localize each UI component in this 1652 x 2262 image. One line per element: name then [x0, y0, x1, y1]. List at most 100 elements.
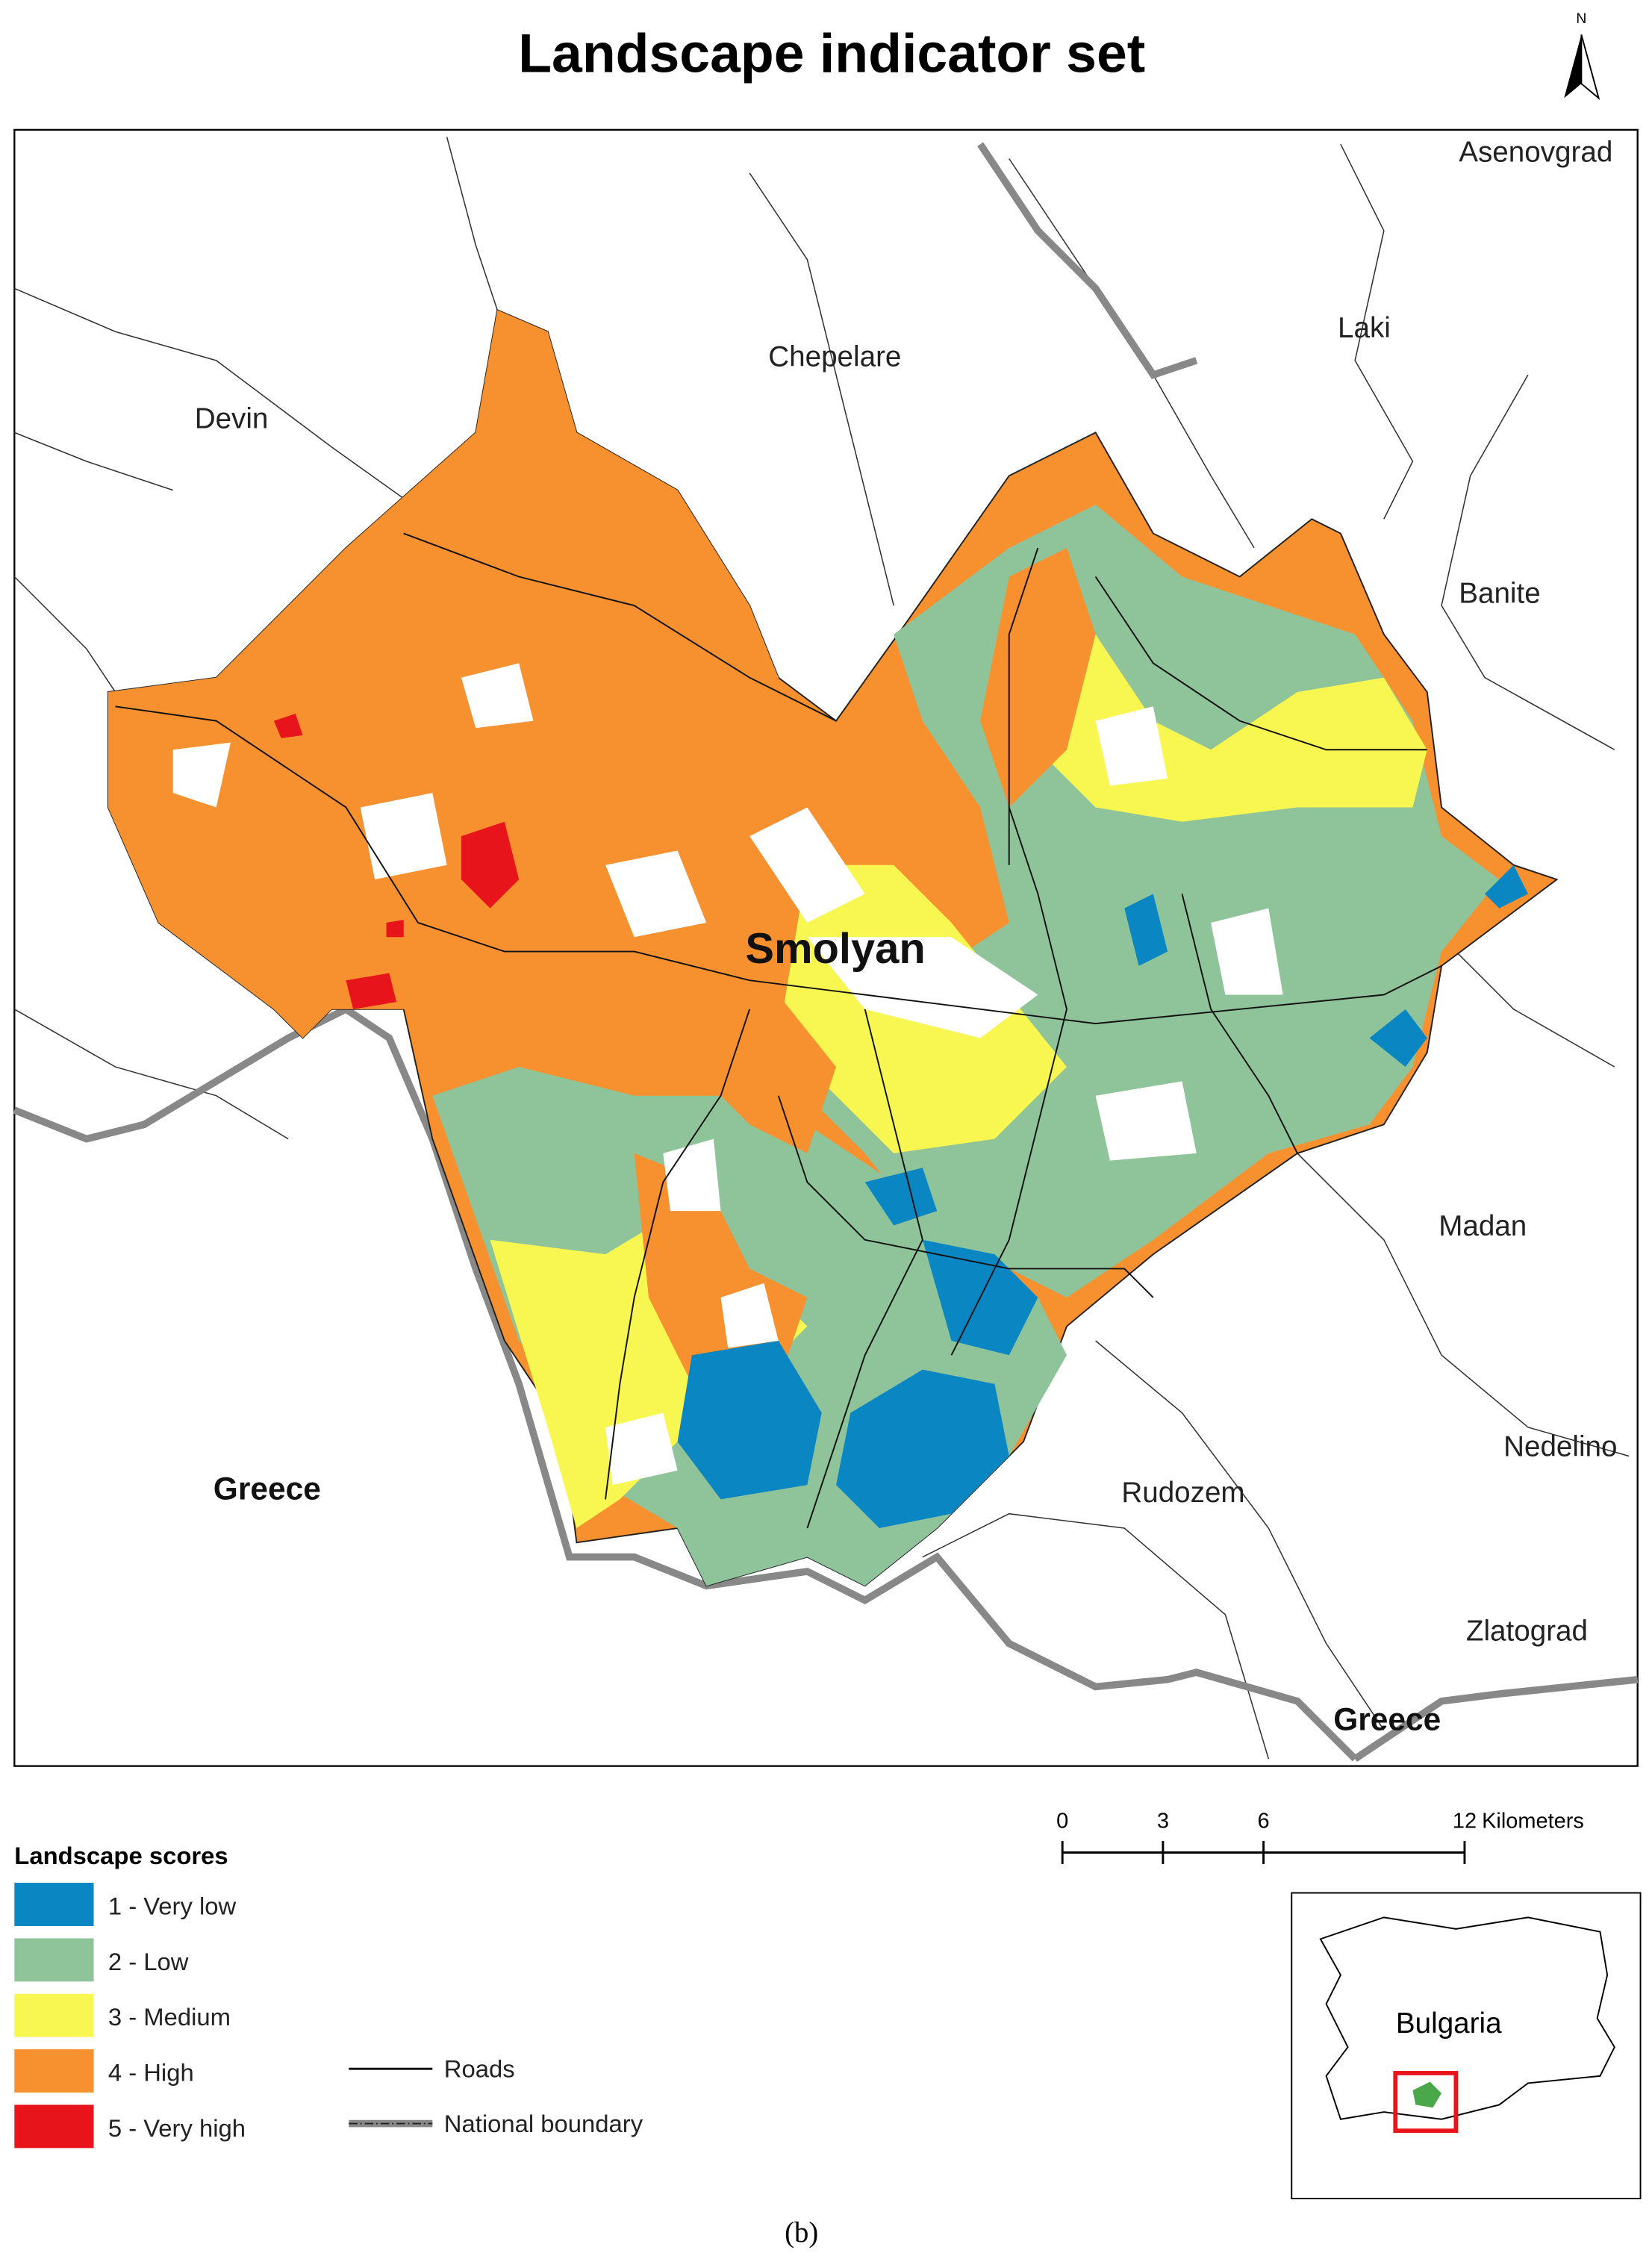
legend-swatch — [14, 1993, 94, 2037]
legend-label: 4 - High — [108, 2059, 194, 2087]
background-roads-part — [446, 137, 498, 311]
region-roads-part — [950, 807, 1067, 1356]
background-roads-part — [1297, 1153, 1630, 1457]
place-label: Nedelino — [1503, 1430, 1617, 1462]
scale-bar: 0 3 6 12 Kilometers — [1056, 1810, 1584, 1864]
region-roads-part — [605, 1009, 751, 1500]
place-label: Banite — [1459, 577, 1540, 609]
region-part — [259, 605, 476, 808]
background-roads-part — [1095, 1340, 1385, 1730]
title: Landscape indicator set — [518, 23, 1145, 84]
region-part — [691, 980, 837, 1153]
study-area — [1412, 2081, 1442, 2108]
no-data-patches-part — [1095, 706, 1168, 786]
region-part — [677, 1340, 822, 1500]
no-data-patches-part — [663, 1138, 721, 1212]
no-data-patches-part — [1211, 908, 1283, 995]
place-label: Devin — [195, 403, 269, 435]
place-label: Rudozem — [1121, 1477, 1244, 1509]
legend-swatch — [14, 2049, 94, 2093]
background-roads-part — [14, 431, 173, 491]
region-roads-part — [806, 1009, 923, 1529]
background-roads-part — [13, 1009, 289, 1140]
region — [107, 308, 1559, 1587]
legend-label: 3 - Medium — [108, 2003, 231, 2031]
no-data-patches-part — [360, 793, 447, 880]
scale-label: 12 — [1453, 1810, 1477, 1833]
region-roads — [115, 532, 1442, 1529]
country-label: Greece — [213, 1471, 321, 1507]
no-data-patches-part — [1095, 1081, 1197, 1161]
north-arrow-part — [1564, 34, 1582, 99]
national-boundary-lines-part — [1353, 1675, 1639, 1762]
background-roads — [13, 137, 1630, 1760]
no-data-patches-part — [461, 663, 534, 729]
region-roads-part — [777, 1095, 1154, 1298]
country-label: Greece — [1333, 1702, 1441, 1737]
north-arrow: N — [1564, 11, 1600, 101]
place-label: Laki — [1338, 312, 1391, 344]
region-roads-part — [403, 532, 837, 722]
no-data-patches-part — [172, 742, 231, 808]
region-part — [864, 1168, 938, 1226]
legend-label: 1 - Very low — [108, 1892, 237, 1920]
legend-label: Roads — [444, 2055, 515, 2083]
scale-label: 6 — [1258, 1810, 1270, 1833]
place-labels: Asenovgrad Chepelare Laki Devin Banite S… — [195, 136, 1618, 1737]
no-data-patches-part — [605, 1412, 678, 1486]
inset-map: Bulgaria — [1291, 1892, 1642, 2199]
legend-swatch — [14, 1938, 94, 1982]
no-data-patches-part — [749, 807, 865, 923]
no-data-patches-part — [720, 1283, 779, 1348]
place-label: Zlatograd — [1466, 1616, 1588, 1648]
region-part — [1124, 894, 1168, 966]
background-roads-part — [14, 287, 433, 520]
region-roads-part — [1008, 547, 1039, 865]
legend-label: National boundary — [444, 2110, 643, 2137]
study-area-box — [1393, 2071, 1459, 2134]
inset-label: Bulgaria — [1396, 2007, 1502, 2040]
city-label: Smolyan — [745, 925, 925, 973]
scale-label: 0 — [1056, 1810, 1068, 1833]
no-data-patches-part — [605, 850, 707, 938]
legend-swatch — [14, 2104, 94, 2149]
background-roads-part — [922, 1512, 1270, 1760]
place-label: Asenovgrad — [1459, 136, 1612, 168]
background-roads-part — [13, 576, 116, 693]
region-part — [386, 920, 404, 938]
national-boundary-lines-part — [13, 1005, 1358, 1762]
region-part — [1484, 864, 1528, 909]
region-part — [461, 821, 520, 909]
national-boundary-lines — [13, 142, 1639, 1762]
national-boundary-lines-part — [977, 142, 1198, 379]
legend: Landscape scores Roads National boundary… — [14, 1842, 643, 2149]
north-arrow-part — [1580, 34, 1600, 101]
no-data-patches-part — [807, 937, 1038, 1038]
region-part — [504, 691, 678, 865]
legend-title: Landscape scores — [14, 1842, 228, 1869]
no-data-patches — [172, 663, 1283, 1486]
background-roads-part — [1441, 374, 1615, 750]
place-label: Chepelare — [768, 341, 901, 373]
legend-label: 2 - Low — [108, 1948, 189, 1975]
background-roads-part — [749, 172, 895, 606]
background-roads-part — [1340, 143, 1414, 520]
scale-unit: Kilometers — [1482, 1810, 1584, 1833]
legend-label: 5 - Very high — [108, 2114, 246, 2142]
region-roads-part — [1094, 576, 1427, 751]
scale-label: 3 — [1157, 1810, 1169, 1833]
region-part — [836, 1369, 1009, 1529]
region-roads-part — [115, 705, 1442, 1025]
region-part — [1369, 1009, 1427, 1068]
region-roads-part — [1181, 894, 1298, 1154]
bulgaria-outline — [1319, 1916, 1615, 2120]
background-roads-part — [1441, 936, 1615, 1068]
region-part — [273, 713, 303, 738]
legend-swatch — [14, 1883, 94, 1926]
place-label: Madan — [1439, 1210, 1527, 1242]
caption: (b) — [785, 2217, 818, 2249]
region-part — [346, 973, 397, 1009]
north-label: N — [1576, 11, 1586, 27]
